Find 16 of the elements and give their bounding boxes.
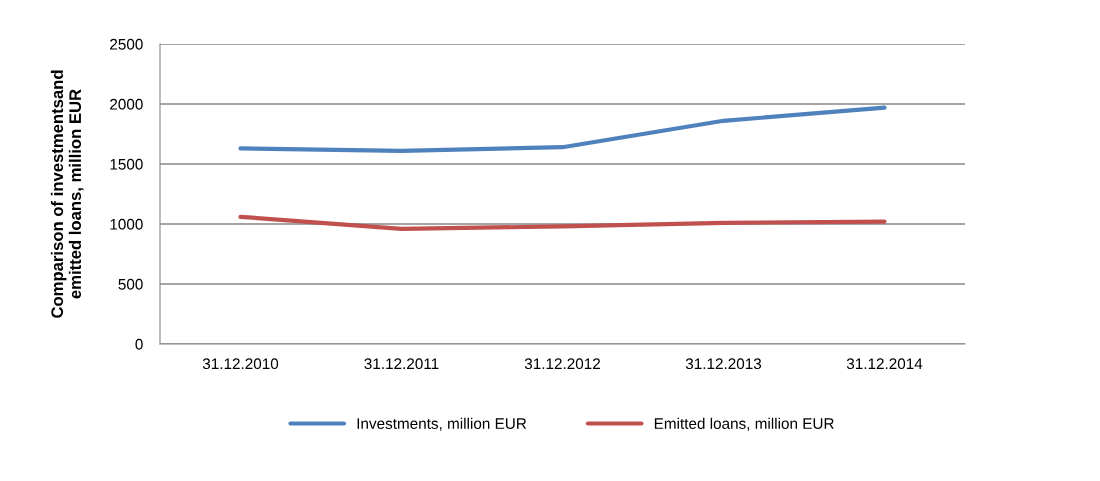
x-tick-label: 31.12.2013: [685, 358, 762, 370]
line-series: [238, 214, 887, 231]
legend-label: Investments, million EUR: [357, 417, 527, 431]
y-tick-label: 1000: [110, 218, 143, 230]
y-tick-label: 0: [135, 338, 143, 350]
line-series: [238, 105, 887, 153]
x-tick-label: 31.12.2012: [524, 358, 600, 370]
y-tick-label: 500: [118, 278, 143, 290]
legend-label: Emitted loans, million EUR: [654, 417, 834, 431]
x-tick-label: 31.12.2010: [202, 358, 279, 370]
y-tick-label: 2000: [110, 98, 143, 110]
x-tick-label: 31.12.2011: [364, 358, 439, 370]
y-tick-label: 1500: [110, 158, 143, 170]
y-tick-label: 2500: [110, 38, 143, 50]
y-axis-title: Comparison of investmentsand emitted loans, million EUR: [50, 70, 84, 318]
x-tick-label: 31.12.2014: [846, 358, 923, 370]
